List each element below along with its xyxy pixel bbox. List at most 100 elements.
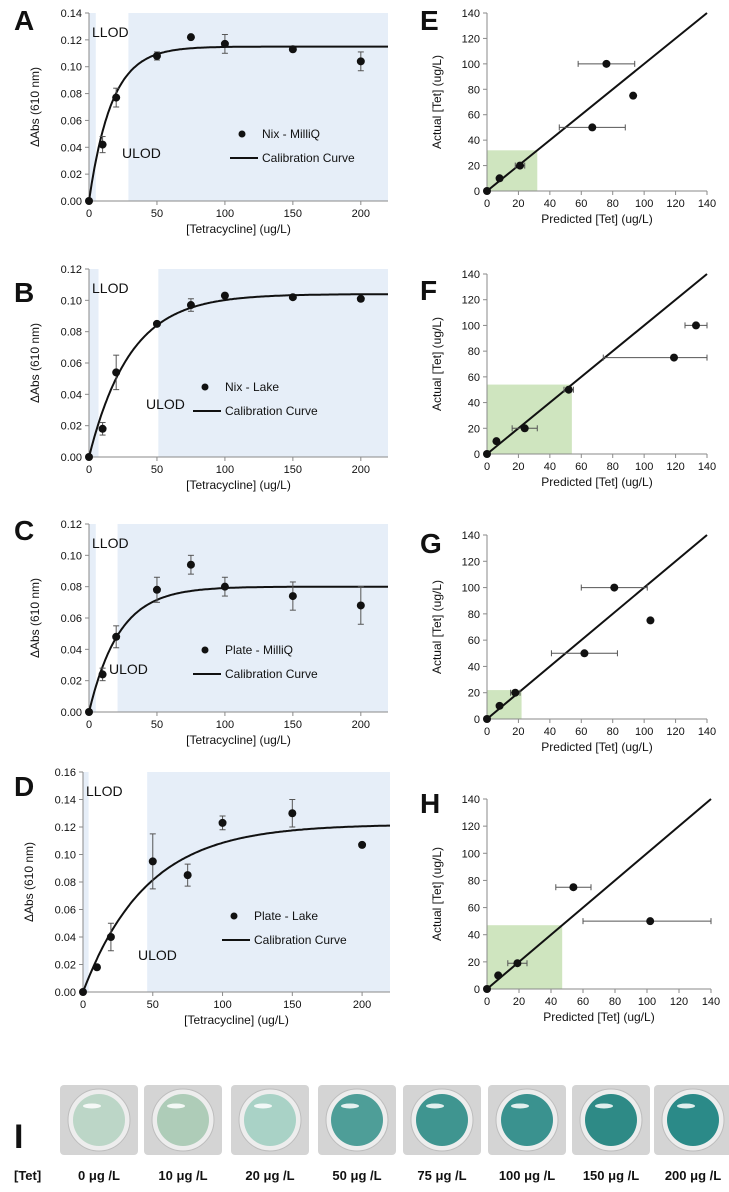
data-point — [186, 33, 195, 42]
x-tick-label: 200 — [352, 719, 370, 731]
y-tick-label: 100 — [462, 583, 480, 595]
x-tick-label: 100 — [635, 198, 653, 210]
y-tick-label: 20 — [468, 161, 480, 173]
data-point — [494, 971, 503, 980]
x-tick-label: 120 — [670, 996, 688, 1008]
well-glare — [677, 1103, 695, 1109]
identity-line — [486, 534, 708, 720]
x-tick-label: 200 — [352, 208, 370, 220]
llod-label: LLOD — [86, 783, 123, 799]
legend-marker-sample — [201, 646, 209, 654]
llod-region — [89, 269, 99, 457]
y-tick-label: 0.10 — [61, 295, 82, 307]
y-tick-label: 120 — [462, 33, 480, 45]
x-tick-label: 150 — [283, 999, 301, 1011]
y-tick-label: 0.04 — [61, 142, 82, 154]
y-tick-label: 60 — [468, 903, 480, 915]
data-point — [85, 708, 93, 716]
y-tick-label: 0.00 — [61, 196, 82, 208]
y-tick-label: 140 — [462, 530, 480, 542]
y-axis-label: Actual [Tet] (ug/L) — [430, 847, 444, 941]
data-point — [495, 174, 504, 183]
y-tick-label: 0.08 — [61, 582, 82, 594]
data-point — [670, 353, 678, 362]
x-tick-label: 120 — [666, 198, 684, 210]
x-axis-label: Predicted [Tet] (ug/L) — [541, 475, 652, 489]
y-tick-label: 0.00 — [61, 707, 82, 719]
well-label: 10 μg /L — [158, 1168, 207, 1183]
y-tick-label: 40 — [468, 398, 480, 410]
well-label: 20 μg /L — [245, 1168, 294, 1183]
panel-g: G 00 20 20 40 40 60 60 80 80 100 100 120 120 140 140 Pre… — [420, 528, 716, 754]
well-liquid — [157, 1094, 209, 1146]
x-axis-label: [Tetracycline] (ug/L) — [186, 478, 291, 492]
calibration-curve — [88, 45, 388, 202]
well-label: 100 μg /L — [499, 1168, 555, 1183]
y-tick-label: 0 — [474, 714, 480, 726]
y-tick-label: 0.02 — [61, 676, 82, 688]
x-tick-label: 0 — [86, 719, 92, 731]
x-tick-label: 80 — [609, 996, 621, 1008]
x-tick-label: 60 — [575, 461, 587, 473]
panel-letter: C — [14, 515, 34, 546]
y-tick-label: 0.04 — [61, 389, 82, 401]
y-tick-label: 0.10 — [61, 550, 82, 562]
data-point — [511, 688, 520, 697]
data-point — [79, 988, 87, 996]
data-point — [98, 670, 107, 679]
data-point — [602, 59, 611, 68]
legend-curve: Calibration Curve — [254, 933, 347, 947]
x-tick-label: 100 — [216, 208, 234, 220]
llod-region — [89, 13, 96, 201]
y-tick-label: 60 — [468, 372, 480, 384]
data-point — [356, 601, 365, 610]
data-point — [112, 632, 121, 641]
data-point — [610, 583, 619, 592]
y-tick-label: 0.08 — [61, 327, 82, 339]
x-tick-label: 0 — [484, 198, 490, 210]
y-tick-label: 20 — [468, 423, 480, 435]
y-axis-label: ΔAbs (610 nm) — [28, 323, 42, 403]
y-axis-label: Actual [Tet] (ug/L) — [430, 580, 444, 674]
legend-curve: Calibration Curve — [225, 667, 318, 681]
data-point — [516, 161, 524, 170]
data-point — [483, 715, 491, 723]
legend-curve: Calibration Curve — [262, 151, 355, 165]
x-tick-label: 60 — [575, 726, 587, 738]
data-point — [520, 424, 529, 433]
y-tick-label: 80 — [468, 609, 480, 621]
panel-letter: A — [14, 5, 34, 36]
y-tick-label: 80 — [468, 875, 480, 887]
y-tick-label: 0.02 — [61, 421, 82, 433]
y-tick-label: 0.12 — [61, 519, 82, 531]
x-axis-label: [Tetracycline] (ug/L) — [186, 733, 291, 747]
x-tick-label: 140 — [698, 198, 716, 210]
well-liquid — [244, 1094, 296, 1146]
well-glare — [595, 1103, 613, 1109]
data-point — [646, 917, 655, 926]
identity-line — [486, 798, 712, 990]
data-point — [186, 301, 195, 310]
y-tick-label: 20 — [468, 957, 480, 969]
x-tick-label: 150 — [284, 208, 302, 220]
legend-sample: Nix - Lake — [225, 380, 279, 394]
identity-line — [486, 273, 708, 455]
x-tick-label: 100 — [638, 996, 656, 1008]
well-liquid — [585, 1094, 637, 1146]
ulod-label: ULOD — [146, 396, 185, 412]
y-tick-label: 140 — [462, 8, 480, 20]
ulod-label: ULOD — [122, 145, 161, 161]
well-glare — [167, 1103, 185, 1109]
y-axis-label: ΔAbs (610 nm) — [22, 842, 36, 922]
x-tick-label: 140 — [698, 726, 716, 738]
legend-sample: Plate - Lake — [254, 909, 318, 923]
panel-c: C 0.00 0.02 0.04 0.06 0.08 0.10 0.12 0 50 100 150 20… — [14, 515, 389, 747]
panel-f: F 00 20 20 40 40 60 60 80 80 100 100 120 120 140 140 Pre… — [420, 269, 716, 489]
legend-marker-sample — [230, 912, 238, 920]
x-tick-label: 100 — [216, 719, 234, 731]
x-tick-label: 0 — [484, 461, 490, 473]
legend-sample: Plate - MilliQ — [225, 643, 293, 657]
x-tick-label: 0 — [484, 996, 490, 1008]
data-point — [98, 424, 107, 433]
